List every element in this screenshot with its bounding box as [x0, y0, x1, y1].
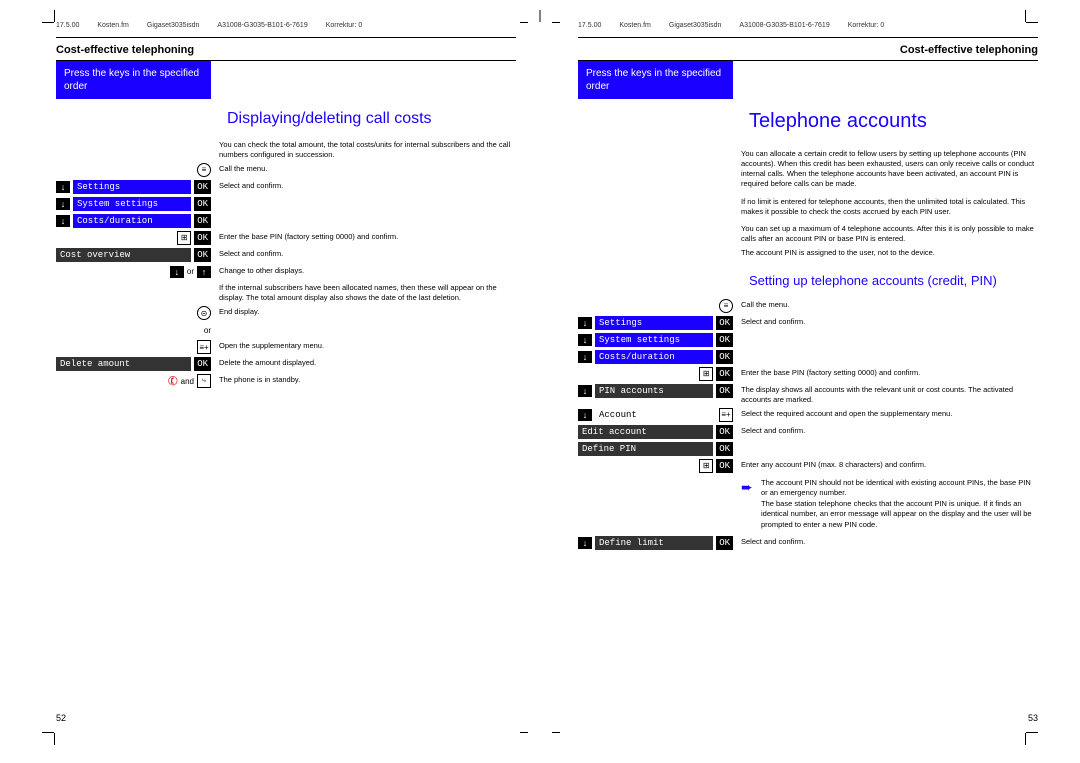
section-title: Cost-effective telephoning: [578, 44, 1038, 56]
menu-cost-overview: Cost overview: [56, 248, 191, 262]
down-arrow-icon: ↓: [578, 334, 592, 346]
instruction-header: Press the keys in the specified order: [578, 61, 733, 99]
ok-button: OK: [716, 333, 733, 347]
instruction-header: Press the keys in the specified order: [56, 61, 211, 99]
menu-costs-duration: Costs/duration: [73, 214, 191, 228]
supplementary-menu-icon: ≡+: [197, 340, 211, 354]
down-arrow-icon: ↓: [56, 215, 70, 227]
down-arrow-icon: ↓: [578, 351, 592, 363]
end-icon: ⊝: [197, 306, 211, 320]
note-arrow-icon: ➨: [741, 478, 761, 531]
keypad-icon: ⊞: [699, 367, 713, 381]
ok-button: OK: [716, 459, 733, 473]
ok-button: OK: [716, 536, 733, 550]
down-arrow-icon: ↓: [56, 181, 70, 193]
menu-delete-amount: Delete amount: [56, 357, 191, 371]
keypad-icon: ⊞: [177, 231, 191, 245]
down-arrow-icon: ↓: [578, 385, 592, 397]
menu-icon: ≡: [197, 163, 211, 177]
menu-pin-accounts: PIN accounts: [595, 384, 713, 398]
ok-button: OK: [194, 180, 211, 194]
intro-text: You can check the total amount, the tota…: [211, 139, 516, 160]
ok-button: OK: [194, 214, 211, 228]
ok-button: OK: [716, 316, 733, 330]
heading-telephone-accounts: Telephone accounts: [741, 108, 1038, 135]
ok-button: OK: [194, 231, 211, 245]
ok-button: OK: [716, 350, 733, 364]
hangup-icon: ⤷: [197, 374, 211, 388]
keypad-icon: ⊞: [699, 459, 713, 473]
ok-button: OK: [716, 367, 733, 381]
ok-button: OK: [716, 442, 733, 456]
menu-icon: ≡: [719, 299, 733, 313]
menu-settings: Settings: [73, 180, 191, 194]
page-spread: 17.5.00 Kosten.fm Gigaset3035isdn A31008…: [0, 0, 1080, 763]
down-arrow-icon: ↓: [578, 537, 592, 549]
up-arrow-icon: ↑: [197, 266, 211, 278]
ok-button: OK: [716, 384, 733, 398]
down-arrow-icon: ↓: [578, 409, 592, 421]
menu-account: Account: [595, 408, 716, 422]
menu-costs-duration: Costs/duration: [595, 350, 713, 364]
menu-edit-account: Edit account: [578, 425, 713, 439]
phone-icon: ✆: [165, 373, 179, 390]
page-number: 53: [1028, 713, 1038, 723]
menu-system-settings: System settings: [595, 333, 713, 347]
header-meta: 17.5.00 Kosten.fm Gigaset3035isdn A31008…: [578, 22, 1038, 29]
ok-button: OK: [194, 248, 211, 262]
ok-button: OK: [716, 425, 733, 439]
page-left: 17.5.00 Kosten.fm Gigaset3035isdn A31008…: [18, 0, 540, 763]
menu-system-settings: System settings: [73, 197, 191, 211]
menu-settings: Settings: [595, 316, 713, 330]
down-arrow-icon: ↓: [578, 317, 592, 329]
ok-button: OK: [194, 197, 211, 211]
down-arrow-icon: ↓: [170, 266, 184, 278]
page-right: 17.5.00 Kosten.fm Gigaset3035isdn A31008…: [540, 0, 1062, 763]
header-meta: 17.5.00 Kosten.fm Gigaset3035isdn A31008…: [56, 22, 516, 29]
menu-define-pin: Define PIN: [578, 442, 713, 456]
subheading-setup: Setting up telephone accounts (credit, P…: [741, 272, 1038, 290]
ok-button: OK: [194, 357, 211, 371]
note-box: ➨ The account PIN should not be identica…: [741, 478, 1038, 531]
section-title: Cost-effective telephoning: [56, 44, 516, 56]
menu-define-limit: Define limit: [595, 536, 713, 550]
heading-call-costs: Displaying/deleting call costs: [219, 108, 516, 130]
down-arrow-icon: ↓: [56, 198, 70, 210]
supplementary-menu-icon: ≡+: [719, 408, 733, 422]
page-number: 52: [56, 713, 66, 723]
